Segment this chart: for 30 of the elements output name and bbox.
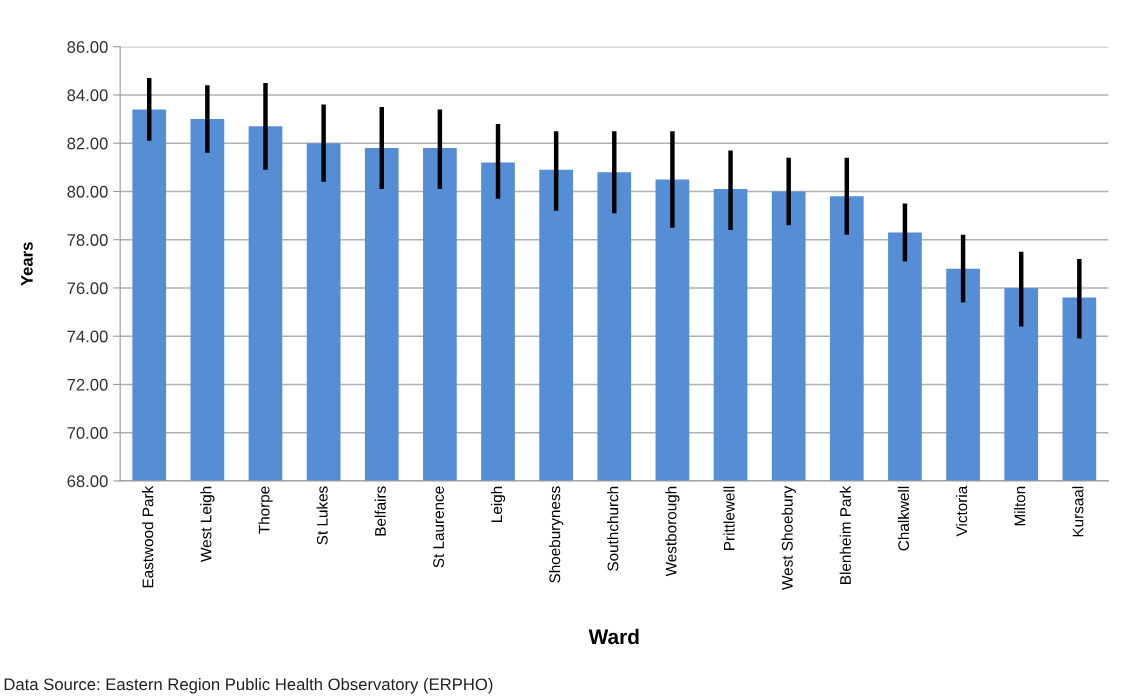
y-tick-label: 74.00 — [67, 330, 108, 343]
x-tick-label: Southchurch — [607, 486, 619, 571]
x-tick-label: Milton — [1014, 486, 1026, 526]
y-tick-label: 84.00 — [67, 89, 108, 102]
x-tick-label: Kursaal — [1072, 486, 1084, 537]
x-tick-label: Victoria — [955, 485, 968, 537]
y-tick-label: 80.00 — [67, 185, 108, 198]
x-tick-label: Westborough — [665, 486, 680, 577]
x-tick-label: Prittlewell — [723, 486, 735, 550]
x-axis-title: Ward — [588, 628, 639, 645]
x-tick-label: Chalkwell — [897, 486, 910, 551]
x-tick-label: West Shoebury — [781, 485, 796, 590]
y-tick-label: 76.00 — [67, 282, 108, 295]
x-tick-label: St Lukes — [316, 486, 328, 545]
x-tick-label: Eastwood Park — [142, 485, 154, 588]
y-tick-label: 72.00 — [67, 378, 108, 391]
x-tick-label: Leigh — [490, 486, 506, 522]
y-tick-label: 70.00 — [67, 427, 108, 439]
y-tick-label: 68.00 — [67, 475, 108, 488]
x-tick-label: West Leigh — [200, 486, 215, 562]
y-tick-label: 86.00 — [67, 41, 108, 53]
x-tick-label: Blenheim Park — [839, 485, 851, 584]
x-tick-label: Belfairs — [374, 486, 386, 536]
source-note: Data Source: Eastern Region Public Health Observatory (ERPHO) — [4, 677, 493, 694]
x-tick-label: Thorpe — [258, 486, 273, 534]
y-axis-title: Years — [21, 242, 33, 286]
y-tick-label: 82.00 — [67, 137, 108, 150]
y-tick-label: 78.00 — [67, 234, 108, 246]
x-tick-label: St Laurence — [433, 486, 444, 568]
x-tick-label: Shoeburyness — [549, 486, 564, 583]
